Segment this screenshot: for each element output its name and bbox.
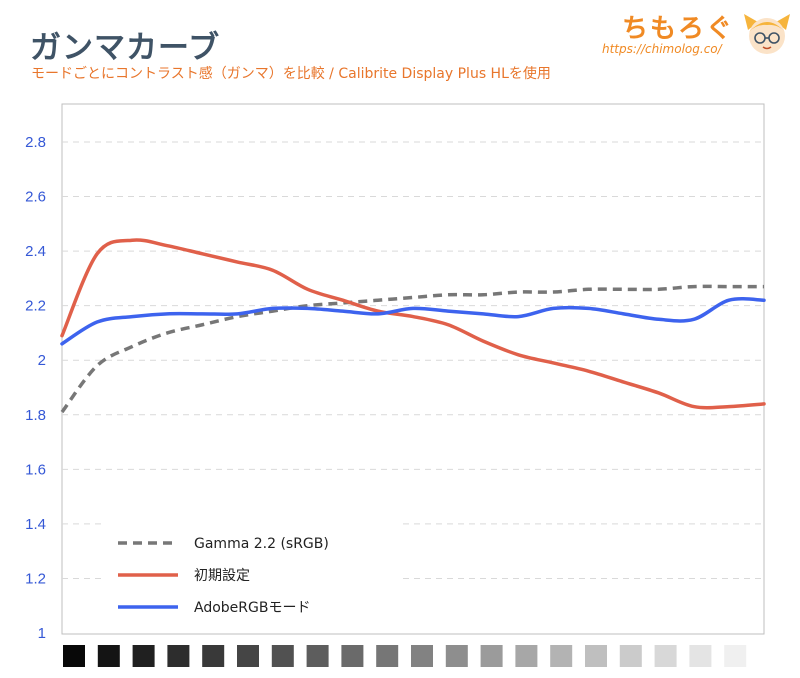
gray-step-swatch bbox=[97, 645, 120, 667]
gray-step-swatch bbox=[445, 645, 468, 667]
series-adobergb-mode-line bbox=[60, 297, 766, 346]
gray-step-swatch bbox=[63, 645, 85, 667]
y-tick-label: 1 bbox=[38, 625, 46, 642]
gray-step-swatch bbox=[585, 645, 607, 667]
logo-text: ちもろぐ bbox=[622, 14, 735, 44]
y-tick-label: 2 bbox=[38, 352, 46, 369]
gray-step-swatch bbox=[654, 645, 677, 667]
y-tick-label: 1.4 bbox=[25, 516, 46, 533]
y-tick-label: 2.4 bbox=[25, 243, 46, 260]
legend-item-initial-label: 初期設定 bbox=[194, 567, 250, 584]
gray-step-swatch bbox=[550, 645, 573, 667]
y-tick-label: 2.8 bbox=[25, 134, 46, 151]
page-title: ガンマカーブ bbox=[30, 30, 221, 66]
series-initial-settings-line bbox=[60, 238, 766, 410]
gray-step-swatch bbox=[132, 645, 155, 667]
gray-step-swatch bbox=[689, 645, 712, 667]
site-logo[interactable]: ちもろぐ https://chimolog.co/ bbox=[592, 8, 796, 58]
logo-url: https://chimolog.co/ bbox=[602, 42, 722, 56]
gray-step-swatch bbox=[202, 645, 225, 667]
y-axis-ticks: 1 1.2 1.4 1.6 1.8 2 2.2 2.4 2.6 2.8 bbox=[25, 134, 46, 642]
gray-step-swatch bbox=[376, 645, 399, 667]
gray-step-swatch bbox=[341, 645, 364, 667]
y-tick-label: 1.8 bbox=[25, 407, 46, 424]
legend-item-adobergb-label: AdobeRGBモード bbox=[194, 600, 310, 616]
y-tick-label: 1.6 bbox=[25, 461, 46, 478]
mascot-face-icon bbox=[742, 10, 792, 58]
gray-step-swatch bbox=[724, 645, 747, 667]
gray-step-swatch bbox=[237, 645, 259, 667]
gray-step-swatch bbox=[515, 645, 538, 667]
gray-step-swatch bbox=[306, 645, 329, 667]
grid-lines bbox=[62, 141, 764, 579]
y-tick-label: 2.6 bbox=[25, 189, 46, 206]
gray-step-swatch bbox=[480, 645, 503, 667]
gray-step-swatch bbox=[167, 645, 190, 667]
series-gamma-2-2-line bbox=[60, 284, 764, 414]
gray-step-swatch bbox=[411, 645, 433, 667]
legend: Gamma 2.2 (sRGB) 初期設定 AdobeRGBモード bbox=[102, 520, 402, 626]
page-subtitle: モードごとにコントラスト感（ガンマ）を比較 / Calibrite Displa… bbox=[31, 66, 551, 82]
legend-item-gamma-label: Gamma 2.2 (sRGB) bbox=[194, 536, 329, 552]
gray-step-swatch bbox=[271, 645, 294, 667]
y-tick-label: 1.2 bbox=[25, 570, 46, 587]
gray-step-strip bbox=[63, 645, 747, 667]
series-lines bbox=[60, 238, 766, 414]
y-tick-label: 2.2 bbox=[25, 298, 46, 315]
gray-step-swatch bbox=[619, 645, 642, 667]
